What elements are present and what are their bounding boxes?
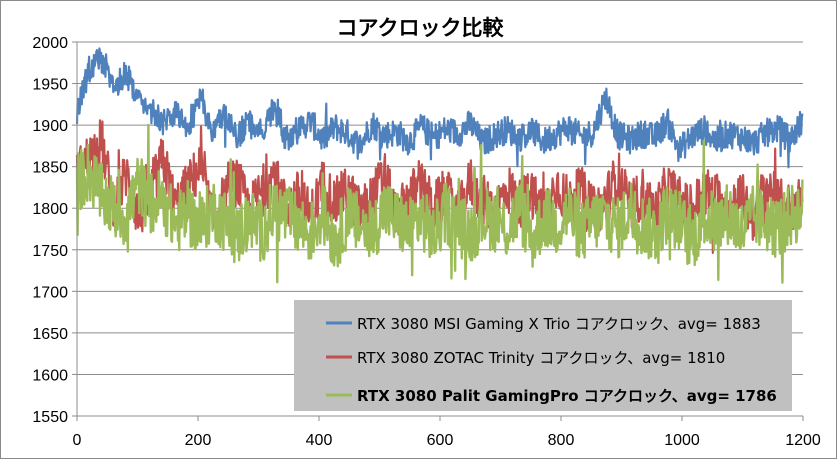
x-tick-label-200: 200 bbox=[185, 432, 212, 449]
x-tick-label-0: 0 bbox=[73, 432, 82, 449]
y-tick-label-1850: 1850 bbox=[32, 160, 68, 177]
y-tick-label-1550: 1550 bbox=[32, 409, 68, 426]
y-tick-labels: 1550 1600 1650 1700 1750 1800 1850 1900 1950 2000 bbox=[32, 35, 68, 426]
series-line-1 bbox=[75, 47, 804, 169]
x-tick-label-800: 800 bbox=[548, 432, 575, 449]
axes bbox=[72, 41, 804, 421]
y-tick-label-1600: 1600 bbox=[32, 367, 68, 384]
legend-box bbox=[294, 300, 792, 411]
y-tick-label-1950: 1950 bbox=[32, 77, 68, 94]
legend-label-1: RTX 3080 MSI Gaming X Trio コアクロック、avg= 1… bbox=[357, 315, 761, 333]
y-tick-label-1900: 1900 bbox=[32, 118, 68, 135]
y-tick-label-1800: 1800 bbox=[32, 201, 68, 218]
legend-label-3: RTX 3080 Palit GamingPro コアクロック、avg= 178… bbox=[357, 387, 777, 405]
x-tick-labels: 0 200 400 600 800 1000 1200 bbox=[73, 432, 821, 449]
y-tick-label-1650: 1650 bbox=[32, 326, 68, 343]
legend-label-2: RTX 3080 ZOTAC Trinity コアクロック、avg= 1810 bbox=[357, 349, 725, 367]
y-tick-label-2000: 2000 bbox=[32, 35, 68, 52]
y-tick-label-1750: 1750 bbox=[32, 243, 68, 260]
y-tick-label-1700: 1700 bbox=[32, 284, 68, 301]
x-tick-label-600: 600 bbox=[427, 432, 454, 449]
x-tick-label-400: 400 bbox=[306, 432, 333, 449]
x-tick-label-1200: 1200 bbox=[785, 432, 821, 449]
legend: RTX 3080 MSI Gaming X Trio コアクロック、avg= 1… bbox=[294, 300, 792, 411]
series-line-3 bbox=[75, 123, 804, 284]
x-tick-label-1000: 1000 bbox=[664, 432, 700, 449]
chart-title: コアクロック比較 bbox=[337, 16, 505, 40]
series-layer bbox=[75, 47, 804, 284]
